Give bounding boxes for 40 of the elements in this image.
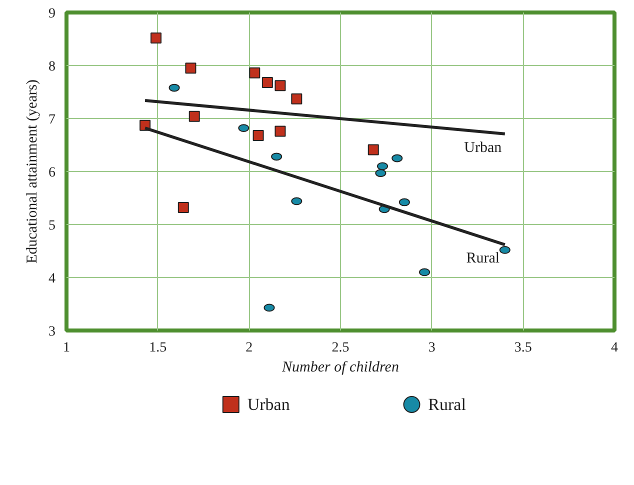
y-axis-title: Educational attainment (years) — [24, 79, 40, 264]
point — [178, 202, 189, 214]
x-tick-label: 2.5 — [332, 340, 350, 356]
point — [249, 67, 260, 78]
point — [262, 76, 273, 88]
point — [264, 304, 275, 312]
legend-label: Urban — [247, 395, 290, 414]
point — [398, 198, 410, 206]
y-tick-label: 3 — [48, 324, 56, 340]
point — [271, 152, 282, 161]
point — [375, 169, 386, 178]
point — [419, 268, 430, 276]
y-tick-label: 6 — [48, 166, 56, 180]
point — [168, 84, 180, 92]
x-tick-label: 4 — [611, 340, 618, 356]
y-tick-label: 9 — [48, 6, 56, 22]
annotation: Urban — [464, 140, 502, 156]
x-tick-label: 3 — [428, 340, 436, 356]
x-tick-label: 1.5 — [149, 340, 167, 356]
point — [252, 130, 264, 141]
point — [376, 162, 388, 170]
point — [150, 32, 162, 44]
y-tick-label: 7 — [48, 112, 56, 128]
legend-label: Rural — [428, 395, 466, 414]
point — [368, 144, 379, 156]
x-tick-label: 1 — [63, 340, 70, 356]
y-tick-label: 4 — [48, 272, 56, 286]
x-tick-label: 2 — [246, 340, 253, 356]
x-tick-label: 3.5 — [514, 340, 532, 356]
point — [291, 93, 302, 104]
point — [392, 154, 403, 162]
y-tick-label: 8 — [48, 60, 56, 74]
annotation: Rural — [466, 250, 500, 267]
point — [291, 197, 302, 206]
point — [274, 80, 286, 92]
point — [188, 110, 200, 122]
x-axis-title: Number of children — [281, 360, 399, 376]
point — [274, 126, 286, 137]
point — [185, 62, 196, 74]
y-tick-label: 5 — [48, 218, 56, 234]
